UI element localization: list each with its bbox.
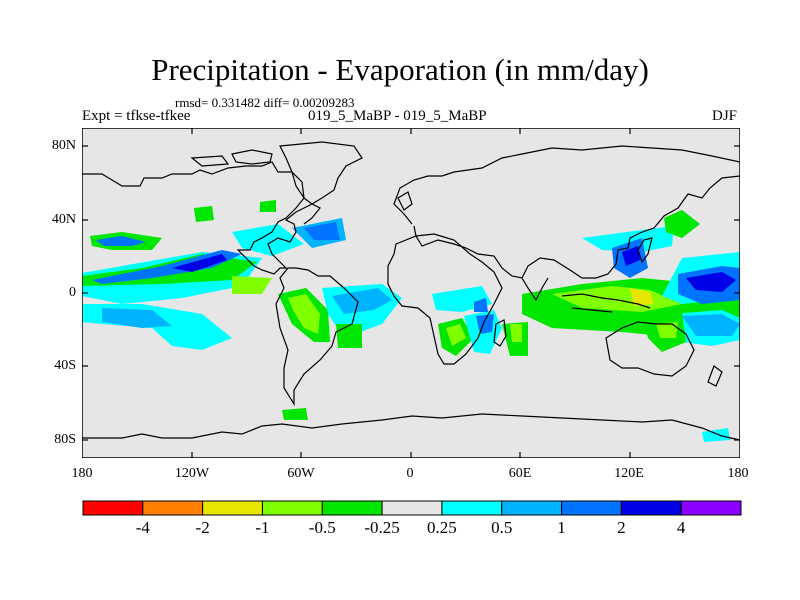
lat-label-80n: 80N [51, 138, 76, 153]
colorbar-label-8: 2 [617, 518, 626, 537]
contour-southern-ocean-cyan [702, 428, 730, 442]
colorbar-label-7: 1 [557, 518, 566, 537]
coastline-indonesia [561, 293, 651, 313]
contour-io-lime [510, 324, 522, 342]
coastline-madagascar [493, 319, 507, 347]
colorbar-box-10 [680, 500, 742, 516]
colorbar-label-4: -0.25 [364, 518, 400, 537]
contour-arg-green [336, 324, 362, 348]
coastlines [82, 141, 740, 441]
lat-label-40s: 40S [54, 358, 76, 373]
lon-label-120w: 120W [174, 466, 210, 481]
case-label: 019_5_MaBP - 019_5_MaBP [308, 108, 487, 124]
coastline-eurasia [393, 145, 740, 279]
colorbar-label-2: -1 [255, 518, 270, 537]
lat-label-0: 0 [69, 285, 76, 300]
colorbar-box-9 [620, 500, 682, 516]
coastline-antarctica [82, 413, 740, 441]
lon-label-120e: 120E [614, 466, 644, 481]
contour-africa-lime [446, 324, 466, 346]
map-ticks [82, 128, 740, 458]
contour-wpac-yellow [630, 288, 654, 306]
lon-label-60w: 60W [287, 466, 315, 481]
contour-madagascar-blue [476, 314, 494, 334]
colorbar-box-7 [501, 500, 563, 516]
lon-label-180e: 180 [727, 466, 749, 481]
contour-itcz-blue [92, 250, 242, 284]
coastline-africa [387, 233, 503, 365]
contour-satl-blue [332, 288, 392, 314]
lon-label-0: 0 [406, 466, 414, 481]
colorbar-label-9: 4 [676, 518, 686, 537]
coastline-greenland [279, 141, 363, 205]
colorbar-box-1 [142, 500, 204, 516]
contour-aus-lime [656, 322, 678, 338]
colorbar [82, 500, 742, 516]
colorbar-label-1: -2 [195, 518, 210, 537]
colorbar-box-8 [561, 500, 622, 516]
coastline-arctic-islands [190, 149, 273, 167]
colorbar-box-5 [381, 500, 443, 516]
plot-title: Precipitation - Evaporation (in mm/day) [151, 52, 649, 87]
colorbar-label-6: 0.5 [491, 518, 513, 537]
map-panel [82, 128, 740, 458]
coastline-japan [637, 237, 653, 264]
stats-text: rmsd= 0.331482 diff= 0.00209283 [175, 95, 355, 110]
contour-npac-blue [96, 236, 146, 246]
coastline-india [521, 277, 549, 302]
lon-label-180w: 180 [71, 466, 93, 481]
colorbar-label-0: -4 [135, 518, 150, 537]
lat-label-40n: 40N [51, 212, 76, 227]
coastline-south-america [275, 267, 359, 407]
contour-amz-lime [288, 294, 320, 334]
expt-label: Expt = tfkse-tfkee [82, 108, 191, 124]
contour-wpac-dark [686, 272, 736, 292]
coastline-uk [397, 191, 413, 211]
contour-japan-dark [622, 246, 640, 266]
colorbar-box-0 [82, 500, 144, 516]
lat-label-80s: 80S [54, 432, 76, 447]
coastline-australia [605, 321, 695, 377]
contour-gulf-cyan [232, 224, 304, 256]
colorbar-label-5: 0.25 [427, 518, 457, 537]
contour-spcz-yellow [232, 276, 272, 294]
contour-atl-blue [304, 222, 340, 240]
contour-kamchatka-green [664, 210, 700, 238]
lon-label-60e: 60E [508, 466, 532, 481]
colorbar-box-2 [202, 500, 263, 516]
contour-itcz-dark [172, 254, 227, 272]
coastline-new-zealand [707, 365, 723, 387]
coastline-north-america [82, 161, 321, 275]
colorbar-box-3 [261, 500, 323, 516]
contour-spac-blue [102, 308, 172, 328]
contour-southern-ocean-green [282, 408, 308, 420]
season-label: DJF [712, 108, 738, 124]
contour-npac-nw [194, 206, 214, 222]
colorbar-box-4 [321, 500, 383, 516]
contour-greenland [260, 200, 276, 212]
contour-fills [82, 200, 740, 442]
contour-arabia-blue [474, 298, 488, 312]
colorbar-label-3: -0.5 [308, 518, 336, 537]
contour-spcz-east-blue [682, 314, 740, 336]
colorbar-box-6 [441, 500, 503, 516]
contour-china-cyan [582, 226, 674, 252]
